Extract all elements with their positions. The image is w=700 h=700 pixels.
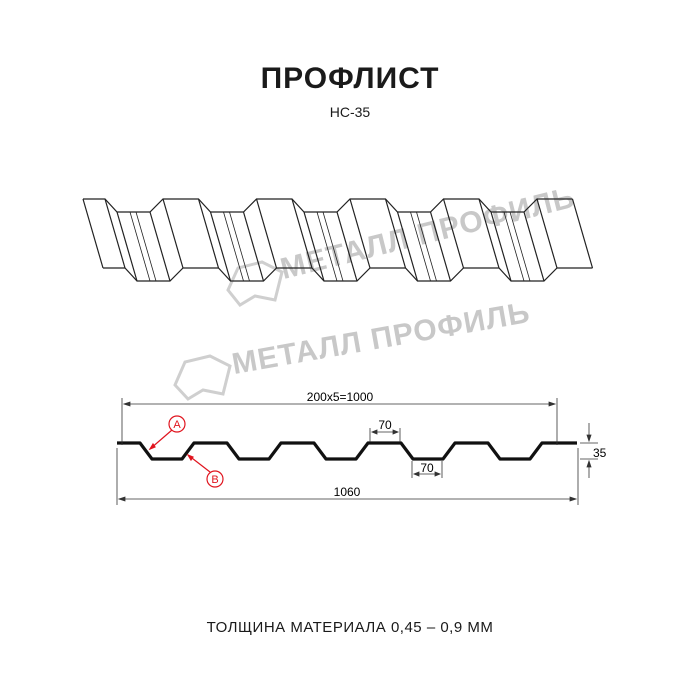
- sheet-edge: [103, 267, 593, 282]
- sheet-fold-line: [303, 211, 325, 282]
- sheet-rib-line: [410, 211, 431, 282]
- sheet-rib-line: [316, 211, 338, 282]
- sheet-fold-line: [149, 211, 171, 282]
- sheet-fold-line: [442, 198, 465, 269]
- sheet-rib-line: [229, 211, 250, 282]
- sheet-fold-line: [104, 198, 126, 269]
- markers: [148, 415, 224, 488]
- sheet-fold-line: [396, 211, 419, 282]
- marker-b: B: [211, 474, 218, 486]
- profile-line: [117, 441, 577, 461]
- logo-shape-icon: [173, 260, 284, 401]
- sheet-fold-line: [255, 198, 278, 269]
- sheet-fold-line: [384, 198, 407, 269]
- sheet-fold-line: [197, 198, 220, 269]
- sheet-fold-line: [242, 211, 265, 282]
- sheet-rib-line: [503, 211, 525, 282]
- sheet-rib-line: [416, 211, 437, 282]
- sheet-fold-line: [162, 198, 184, 269]
- dim-full-width: 1060: [334, 485, 361, 499]
- dim-bottom-rib: 70: [420, 461, 434, 475]
- sheet-rib-line: [509, 211, 531, 282]
- page-title: ПРОФЛИСТ: [260, 62, 440, 95]
- dim-top-rib: 70: [378, 418, 392, 432]
- sheet-3d-view: [82, 198, 594, 282]
- dim-height: 35: [593, 446, 607, 460]
- model-label: НС-35: [329, 104, 371, 120]
- sheet-edge: [83, 198, 573, 213]
- sheet-fold-line: [116, 211, 138, 282]
- sheet-rib-line: [135, 211, 157, 282]
- sheet-fold-line: [490, 211, 512, 282]
- sheet-fold-line: [429, 211, 452, 282]
- sheet-fold-line: [209, 211, 232, 282]
- sheet-rib-line: [129, 211, 151, 282]
- sheet-fold-line: [349, 198, 371, 269]
- sheet-fold-line: [536, 198, 558, 269]
- marker-a: A: [173, 419, 181, 431]
- sheet-fold-line: [523, 211, 545, 282]
- sheet-fold-line: [478, 198, 500, 269]
- sheet-rib-line: [322, 211, 344, 282]
- sheet-fold-line: [571, 198, 594, 269]
- sheet-fold-line: [336, 211, 358, 282]
- dimension-lines: [116, 398, 598, 505]
- sheet-fold-line: [82, 198, 104, 269]
- thickness-note: ТОЛЩИНА МАТЕРИАЛА 0,45 – 0,9 ММ: [206, 619, 494, 636]
- dim-useful-width: 200x5=1000: [307, 390, 374, 404]
- sheet-fold-line: [291, 198, 313, 269]
- profile-section: [117, 441, 577, 461]
- sheet-rib-line: [223, 211, 244, 282]
